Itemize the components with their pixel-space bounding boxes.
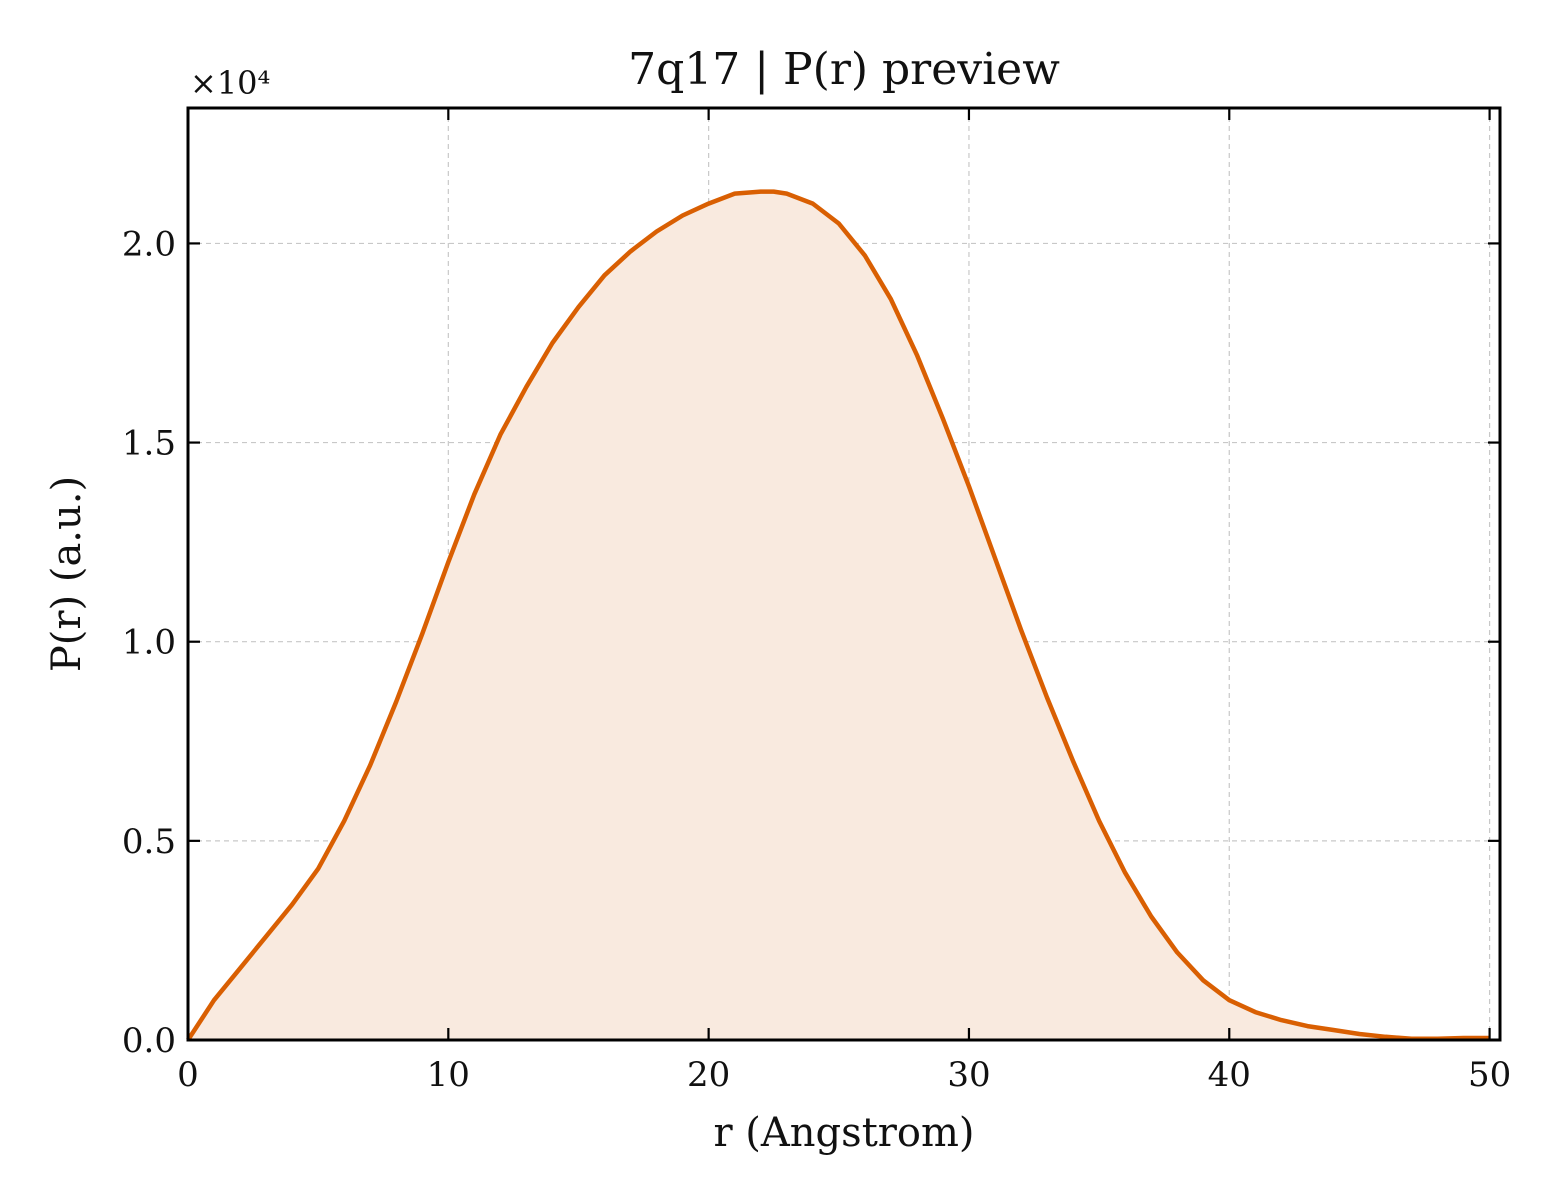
pr-series-line [186,189,1490,1042]
y-tick-label: 0.5 [122,822,176,862]
y-tick-label: 2.0 [122,224,176,264]
y-tick-label: 1.0 [122,623,176,663]
x-tick-label: 10 [427,1055,470,1095]
y-tick-label: 0.0 [122,1021,176,1061]
chart-title: 7q17 | P(r) preview [628,44,1060,95]
x-tick-label: 30 [947,1055,990,1095]
pr-area-fill [188,191,1490,1041]
x-tick-label: 50 [1468,1055,1511,1095]
tick-labels: 0 10 20 30 40 50 0.0 0.5 1.0 1.5 2.0 [122,224,1511,1095]
y-tick-label: 1.5 [122,424,176,464]
x-tick-label: 20 [687,1055,730,1095]
y-axis-label: P(r) (a.u.) [44,476,90,672]
x-tick-label: 40 [1208,1055,1251,1095]
ticks [186,108,1500,1042]
x-axis-label: r (Angstrom) [713,1110,974,1156]
y-scale-label: ×10⁴ [190,64,270,102]
plot-frame [186,106,1502,1042]
x-tick-label: 0 [177,1055,199,1095]
